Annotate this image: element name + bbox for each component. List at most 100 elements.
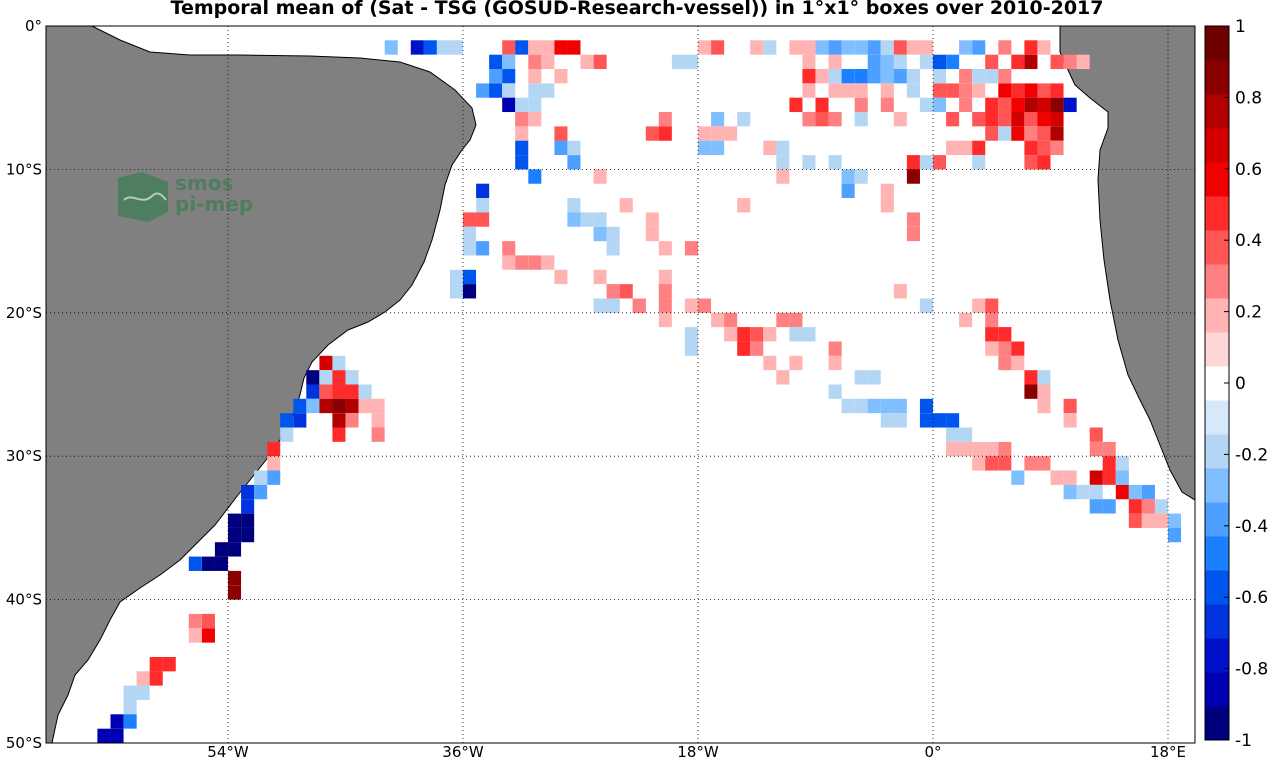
data-cell [985,126,999,141]
data-cell [332,398,346,414]
x-tick-label: 18°W [677,743,719,761]
data-cell [698,40,712,55]
data-cell [841,69,855,84]
data-cell [1024,370,1038,385]
data-cell [1076,484,1090,500]
data-cell [998,441,1012,457]
data-cell [567,198,581,213]
data-cell [919,298,933,313]
data-cell [1011,54,1025,70]
data-cell [1024,97,1038,113]
data-cell [919,40,933,55]
data-cell [1089,484,1103,500]
data-cell [528,169,542,184]
data-cell [658,298,672,313]
data-cell [854,398,868,414]
data-cell [828,341,842,356]
data-cell [828,83,842,98]
data-cell [972,456,986,471]
data-cell [449,284,463,299]
data-cell [606,241,620,256]
data-cell [919,54,933,70]
data-cell [1141,484,1155,500]
data-cell [1037,398,1051,414]
data-cell [802,112,816,127]
data-cell [906,40,920,55]
data-cells [97,40,1182,743]
data-cell [619,198,633,213]
data-cell [841,169,855,184]
map-frame [45,25,1196,744]
data-cell [893,284,907,299]
data-cell [319,384,333,399]
data-cell [1011,112,1025,127]
data-cell [711,140,725,156]
data-cell [998,341,1012,356]
data-cell [136,671,150,686]
data-cell [201,628,215,643]
data-cell [593,54,607,70]
data-cell [1102,470,1116,485]
data-cell [502,255,516,270]
data-cell [906,212,920,227]
data-cell [188,556,202,571]
data-cell [893,112,907,127]
y-tick-label: 20°S [6,304,42,322]
colorbar-segment [1205,468,1229,503]
data-cell [1102,456,1116,471]
data-cell [332,370,346,385]
data-cell [241,484,255,500]
data-cell [1102,499,1116,514]
data-cell [985,112,999,127]
data-cell [1037,384,1051,399]
data-cell [906,69,920,84]
data-cell [1050,97,1064,113]
data-cell [959,97,973,113]
data-cell [1128,513,1142,528]
data-cell [880,54,894,70]
data-cell [789,355,803,371]
data-cell [1154,513,1168,528]
data-cell [776,169,790,184]
data-cell [985,341,999,356]
data-cell [606,298,620,313]
data-cell [998,355,1012,371]
colorbar-tick-label: 0.4 [1235,231,1262,251]
data-cell [972,298,986,313]
colorbar-segment [1205,706,1229,741]
data-cell [841,183,855,199]
data-cell [567,155,581,170]
data-cell [1037,370,1051,385]
data-cell [228,527,242,543]
data-cell [1063,484,1077,500]
data-cell [332,384,346,399]
data-cell [1089,427,1103,442]
data-cell [489,83,503,98]
data-cell [919,155,933,170]
data-cell [867,54,881,70]
x-tick-label: 18°E [1150,743,1186,761]
data-cell [293,398,307,414]
data-cell [998,83,1012,98]
data-cell [789,327,803,342]
data-cell [684,54,698,70]
data-cell [515,112,529,127]
data-cell [880,413,894,428]
data-cell [554,269,568,285]
data-cell [463,284,477,299]
logo-text-smos: smos [175,171,233,195]
data-cell [789,312,803,328]
data-cell [828,40,842,55]
data-cell [528,40,542,55]
data-cell [162,657,176,672]
colorbar-tick-label: -0.4 [1235,517,1268,537]
data-cell [280,427,294,442]
data-cell [959,427,973,442]
data-cell [802,83,816,98]
data-cell [554,40,568,55]
data-cell [541,255,555,270]
data-cell [684,341,698,356]
data-cell [1024,54,1038,70]
data-cell [214,542,228,557]
data-cell [645,226,659,242]
